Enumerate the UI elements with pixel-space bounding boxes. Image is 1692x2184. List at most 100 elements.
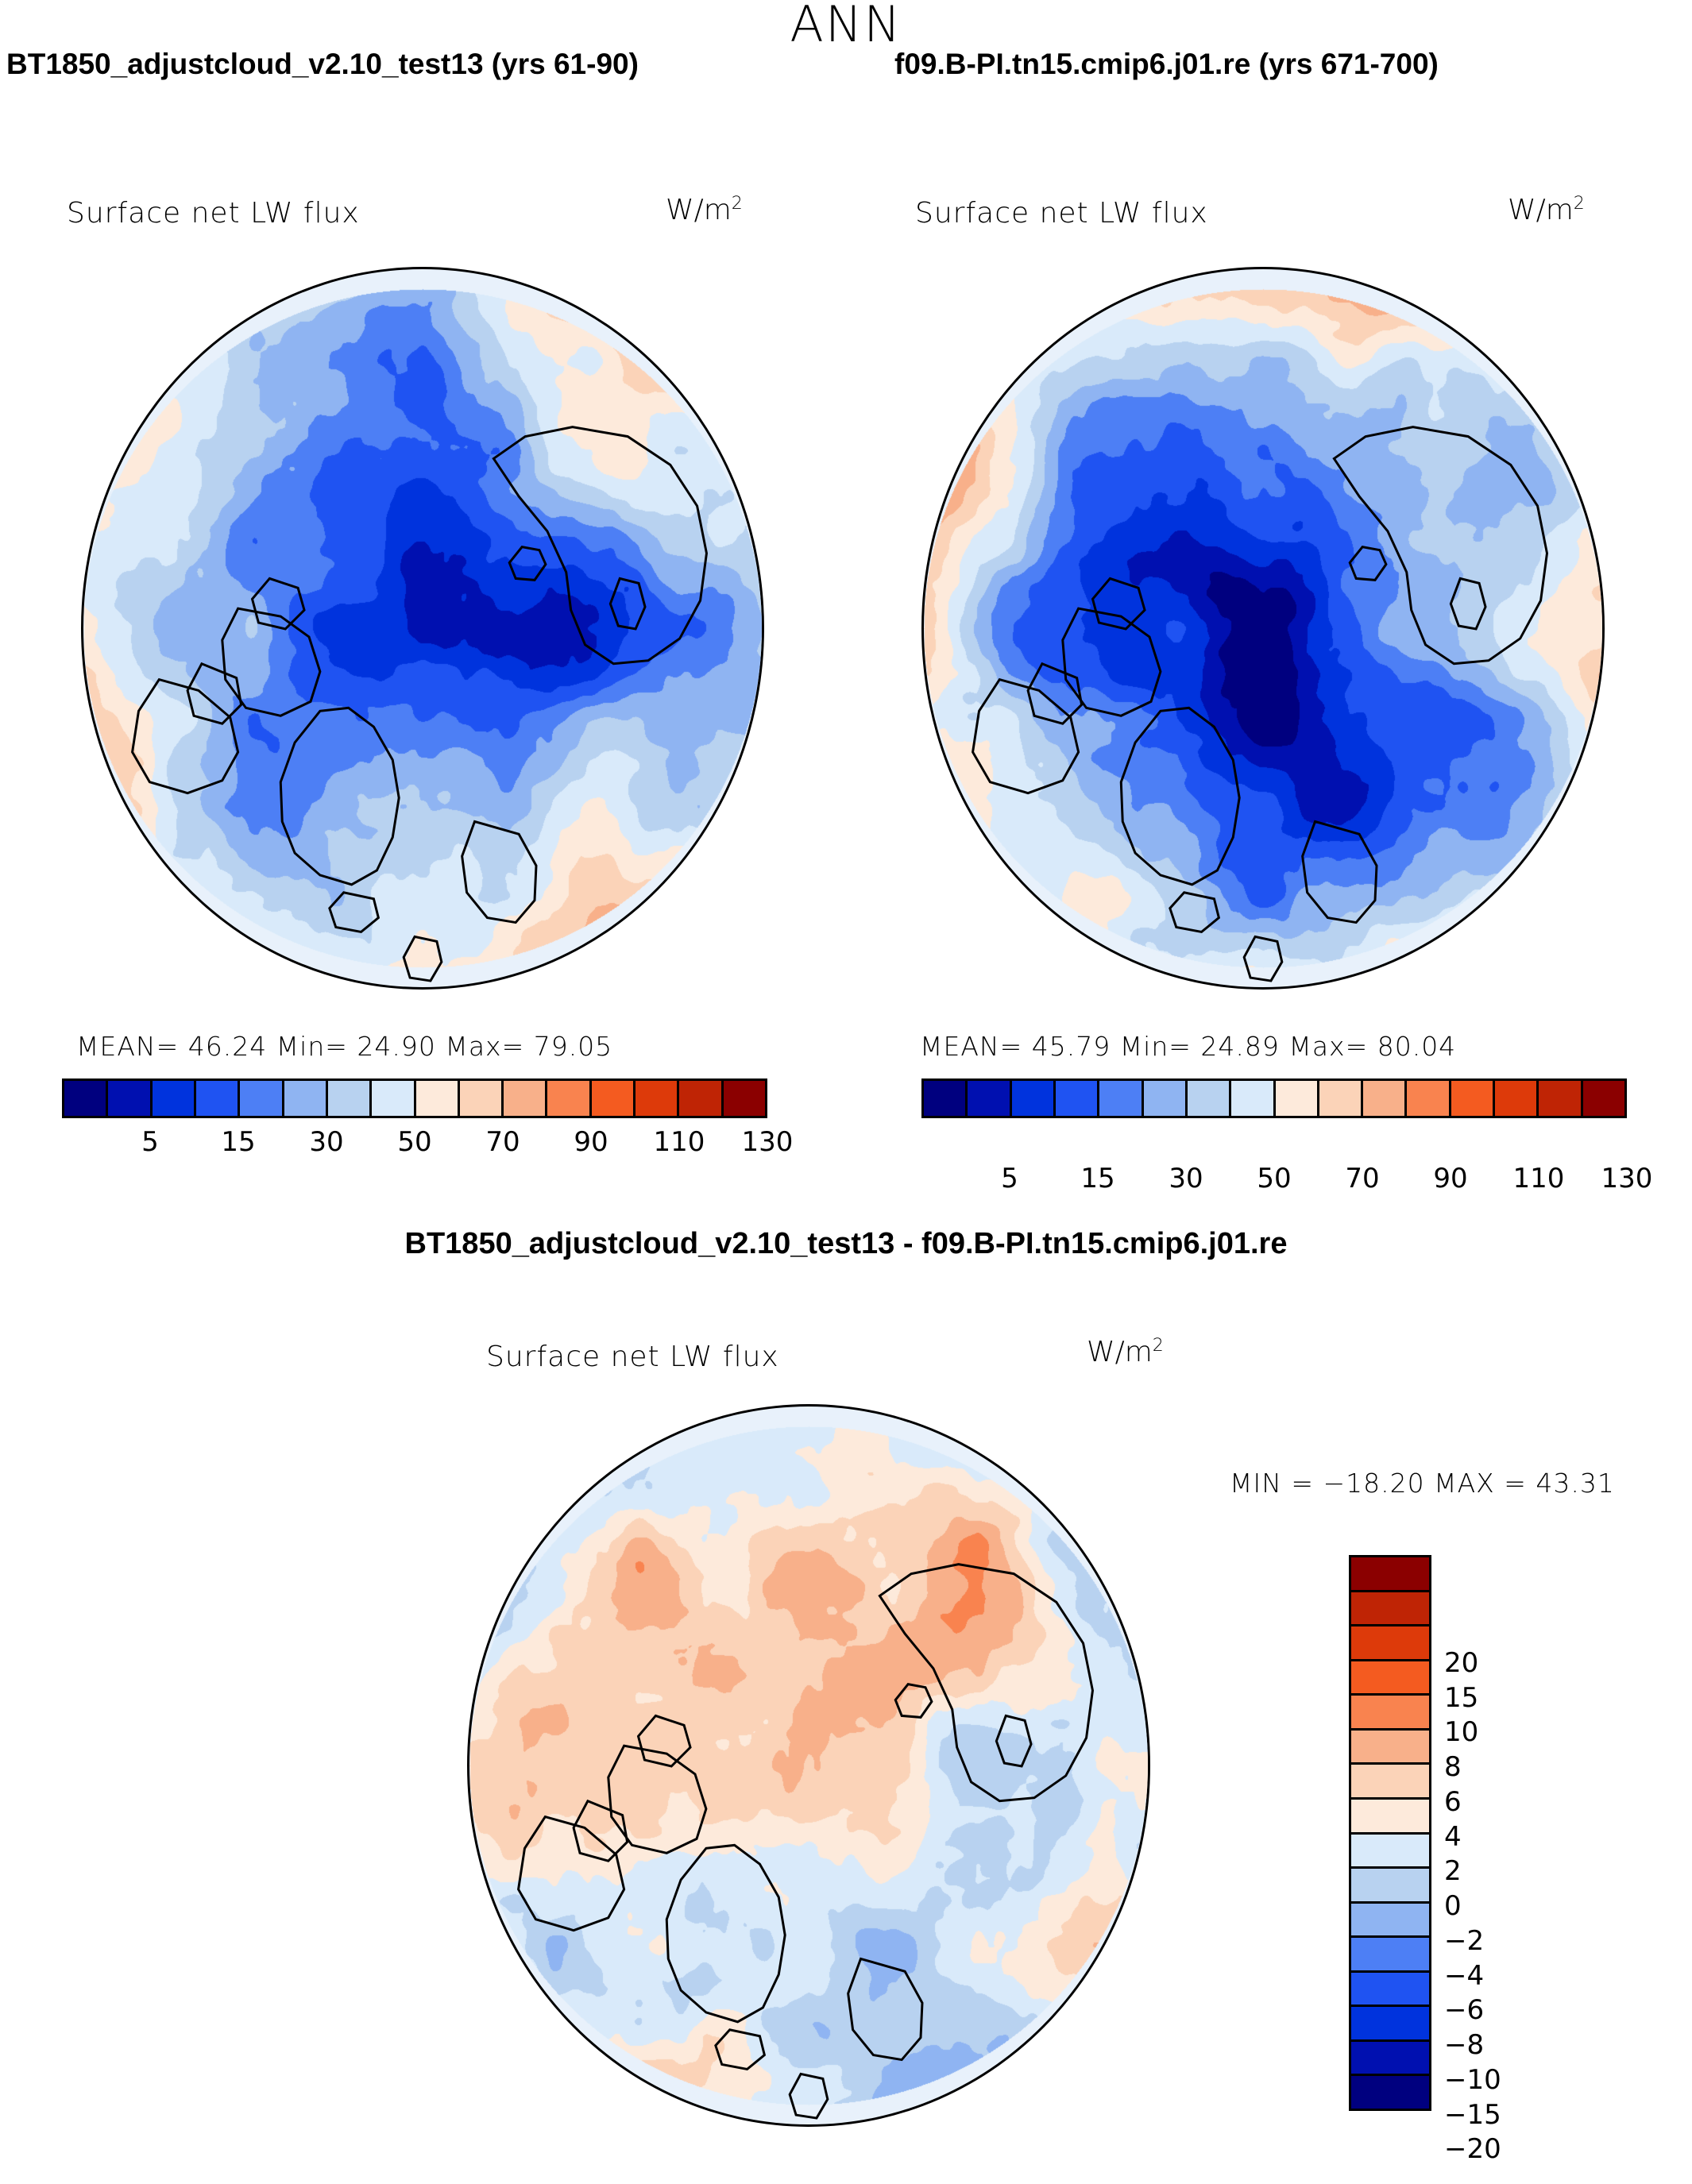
left-field-label: Surface net LW flux — [67, 197, 360, 230]
colorbar-tick-label: 6 — [1444, 1785, 1462, 1818]
colorbar-swatch — [1275, 1081, 1319, 1116]
colorbar-swatch — [547, 1081, 592, 1116]
colorbar-tick-label: 130 — [1601, 1163, 1653, 1194]
colorbar-swatch — [1187, 1081, 1232, 1116]
colorbar-swatch — [1351, 2076, 1429, 2109]
left-colorbar — [62, 1078, 767, 1118]
coastline-path — [1332, 426, 1548, 666]
colorbar-tick-label: −15 — [1444, 2098, 1501, 2131]
difference-colorbar — [1349, 1555, 1431, 2111]
diff-units-text: W/m — [1087, 1336, 1153, 1368]
right-units-text: W/m — [1508, 194, 1574, 226]
coastline-path — [186, 662, 243, 725]
colorbar-swatch — [1099, 1081, 1144, 1116]
right-field-label: Surface net LW flux — [915, 197, 1208, 230]
right-units-label: W/m2 — [1508, 194, 1585, 226]
colorbar-swatch — [1351, 2007, 1429, 2042]
map-difference-polar-projection[interactable] — [467, 1404, 1150, 2127]
colorbar-tick-label: 15 — [221, 1126, 256, 1158]
colorbar-tick-label: −2 — [1444, 1924, 1485, 1957]
colorbar-swatch — [679, 1081, 724, 1116]
right-units-exponent: 2 — [1573, 194, 1585, 214]
colorbar-swatch — [504, 1081, 548, 1116]
colorbar-tick-label: 8 — [1444, 1751, 1462, 1783]
coastline-path — [1242, 935, 1284, 982]
colorbar-tick-label: 5 — [141, 1126, 159, 1158]
colorbar-swatch — [591, 1081, 636, 1116]
colorbar-swatch — [1351, 1869, 1429, 1904]
coastline-path — [250, 577, 306, 631]
coastline-path — [878, 1563, 1094, 1803]
colorbar-tick-label: 70 — [485, 1126, 520, 1158]
colorbar-tick-label: 4 — [1444, 1820, 1462, 1853]
coastline-path — [665, 1843, 786, 2024]
coastline-path — [508, 546, 547, 581]
right-colorbar-swatches — [921, 1078, 1627, 1118]
colorbar-tick-label: 15 — [1080, 1163, 1115, 1194]
colorbar-swatch — [1055, 1081, 1100, 1116]
colorbar-swatch — [1011, 1081, 1056, 1116]
colorbar-swatch — [1363, 1081, 1408, 1116]
coastline-path — [847, 1957, 924, 2062]
colorbar-tick-label: 70 — [1345, 1163, 1380, 1194]
coastlines — [131, 426, 708, 982]
colorbar-swatch — [1582, 1081, 1624, 1116]
left-colorbar-ticks: 5 15 30 50 70 90 110 130 — [62, 1126, 793, 1163]
coastline-path — [572, 1799, 629, 1862]
colorbar-tick-label: 5 — [1001, 1163, 1018, 1194]
coastline-path — [1026, 662, 1084, 725]
colorbar-swatch — [723, 1081, 765, 1116]
colorbar-tick-label: 50 — [1257, 1163, 1292, 1194]
coastline-path — [1169, 891, 1221, 934]
colorbar-swatch — [1351, 1696, 1429, 1731]
left-units-label: W/m2 — [666, 194, 743, 226]
colorbar-tick-label: −6 — [1444, 1994, 1485, 2027]
coastline-path — [1348, 546, 1388, 581]
right-case-title: f09.B-PI.tn15.cmip6.j01.re (yrs 671-700) — [894, 48, 1439, 80]
colorbar-tick-label: −8 — [1444, 2029, 1485, 2061]
colorbar-tick-label: 110 — [653, 1126, 705, 1158]
colorbar-swatch — [1351, 1903, 1429, 1939]
coastline-path — [636, 1714, 692, 1768]
left-colorbar-swatches — [62, 1078, 767, 1118]
coastline-path — [517, 1815, 626, 1932]
colorbar-swatch — [1351, 1799, 1429, 1835]
colorbar-swatch — [1351, 1592, 1429, 1627]
coastline-path — [894, 1683, 933, 1719]
colorbar-tick-label: 90 — [1433, 1163, 1468, 1194]
coastline-path — [1301, 820, 1378, 924]
difference-colorbar-ticks: 20 15 10 8 6 4 2 0 −2 −4 −6 −8 −10 −15 −20 — [1444, 1628, 1587, 2184]
coastline-path — [461, 820, 538, 924]
coastlines — [517, 1563, 1094, 2120]
colorbar-swatch — [1351, 1972, 1429, 2008]
coastline-path — [608, 577, 647, 631]
colorbar-swatch — [1351, 1626, 1429, 1661]
diff-field-label: Surface net LW flux — [486, 1341, 779, 1373]
coastline-path — [328, 891, 381, 934]
left-case-title: BT1850_adjustcloud_v2.10_test13 (yrs 61-… — [6, 48, 639, 80]
colorbar-tick-label: −20 — [1444, 2133, 1501, 2166]
coastline-path — [714, 2028, 767, 2071]
colorbar-tick-label: 20 — [1444, 1646, 1479, 1679]
colorbar-tick-label: 50 — [397, 1126, 432, 1158]
right-stats: MEAN= 45.79 Min= 24.89 Max= 80.04 — [920, 1031, 1457, 1062]
coastline-path — [1061, 607, 1162, 717]
colorbar-swatch — [1351, 1730, 1429, 1765]
coastline-path — [995, 1714, 1033, 1768]
coastline-path — [788, 2072, 829, 2120]
colorbar-tick-label: 90 — [574, 1126, 608, 1158]
colorbar-swatch — [372, 1081, 416, 1116]
colorbar-tick-label: −4 — [1444, 1959, 1485, 1992]
colorbar-tick-label: 30 — [1169, 1163, 1203, 1194]
map-right-polar-projection[interactable] — [921, 267, 1605, 990]
coastline-path — [492, 426, 708, 666]
difference-title: BT1850_adjustcloud_v2.10_test13 - f09.B-… — [404, 1227, 1288, 1260]
colorbar-swatch — [968, 1081, 1012, 1116]
right-colorbar — [921, 1078, 1627, 1118]
colorbar-tick-label: 15 — [1444, 1681, 1479, 1714]
colorbar-swatch — [1351, 1557, 1429, 1592]
colorbar-swatch — [1143, 1081, 1188, 1116]
coastline-path — [131, 677, 240, 795]
map-left-polar-projection[interactable] — [81, 267, 764, 990]
colorbar-swatch — [1351, 2041, 1429, 2077]
